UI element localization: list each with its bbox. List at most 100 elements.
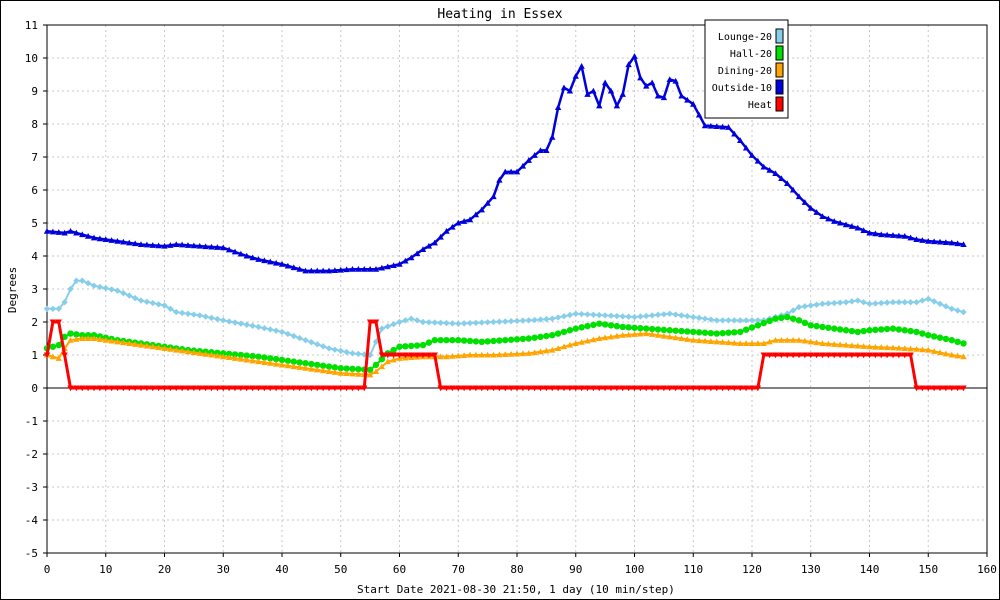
data-point-dining-20: [137, 341, 145, 348]
data-point-dining-20: [355, 370, 362, 377]
data-point-heat: [96, 385, 104, 392]
legend-swatch: [775, 28, 784, 44]
data-point-outside-10: [625, 61, 632, 68]
data-point-lounge-20: [161, 302, 168, 309]
data-point-outside-10: [666, 76, 673, 83]
data-point-lounge-20: [654, 311, 662, 319]
data-point-heat: [695, 385, 703, 392]
data-point-heat: [149, 385, 156, 392]
data-point-heat: [90, 385, 98, 392]
legend-item: Outside-10: [712, 79, 784, 95]
data-point-dining-20: [249, 357, 256, 364]
data-point-outside-10: [502, 168, 509, 175]
data-point-outside-10: [108, 237, 115, 243]
data-point-lounge-20: [408, 315, 415, 322]
data-point-hall-20: [378, 355, 386, 363]
data-point-dining-20: [90, 335, 98, 342]
data-point-dining-20: [190, 349, 198, 356]
data-point-hall-20: [695, 329, 703, 336]
data-point-heat: [519, 385, 527, 392]
data-point-lounge-20: [795, 303, 803, 311]
legend-label: Lounge-20: [718, 32, 772, 43]
data-point-hall-20: [889, 325, 897, 332]
data-point-outside-10: [754, 157, 762, 164]
data-point-lounge-20: [801, 303, 809, 310]
data-point-heat: [496, 385, 503, 392]
data-point-lounge-20: [284, 330, 292, 338]
data-point-outside-10: [225, 246, 233, 253]
data-point-hall-20: [948, 336, 955, 344]
data-point-lounge-20: [231, 319, 239, 326]
series-dining-20: [43, 330, 967, 378]
data-point-lounge-20: [443, 319, 450, 327]
data-point-heat: [173, 385, 180, 392]
data-point-hall-20: [654, 326, 662, 333]
data-point-heat: [243, 385, 250, 392]
data-point-hall-20: [672, 327, 679, 334]
data-point-outside-10: [725, 124, 732, 130]
data-point-hall-20: [778, 314, 785, 322]
data-point-dining-20: [372, 368, 380, 375]
data-point-outside-10: [79, 231, 86, 238]
data-point-heat: [531, 385, 538, 392]
data-point-heat: [619, 385, 626, 392]
data-point-dining-20: [807, 338, 814, 345]
data-point-hall-20: [390, 346, 397, 354]
data-point-outside-10: [419, 246, 427, 252]
data-point-heat: [666, 385, 673, 392]
data-point-dining-20: [349, 370, 356, 377]
data-point-heat: [343, 385, 350, 392]
data-point-outside-10: [137, 241, 145, 248]
data-point-outside-10: [637, 74, 644, 81]
data-point-lounge-20: [954, 307, 961, 314]
data-point-dining-20: [202, 350, 209, 357]
data-point-heat: [120, 385, 127, 392]
data-point-hall-20: [919, 330, 926, 337]
data-point-heat: [889, 352, 897, 359]
data-point-hall-20: [719, 329, 726, 337]
data-point-heat: [678, 385, 685, 392]
data-point-hall-20: [789, 315, 797, 322]
data-point-outside-10: [202, 243, 209, 250]
data-point-hall-20: [372, 361, 380, 369]
data-point-hall-20: [549, 332, 556, 339]
data-point-hall-20: [596, 320, 603, 327]
data-point-hall-20: [836, 326, 844, 333]
data-point-heat: [713, 385, 720, 392]
data-point-lounge-20: [484, 319, 491, 326]
data-point-outside-10: [437, 233, 444, 240]
data-point-heat: [860, 352, 867, 359]
data-point-dining-20: [225, 354, 233, 361]
data-point-outside-10: [584, 91, 591, 97]
data-point-hall-20: [883, 325, 891, 333]
data-point-hall-20: [666, 327, 673, 334]
legend-box: [704, 19, 789, 119]
data-point-dining-20: [196, 350, 203, 356]
y-tick-label: 9: [31, 85, 38, 98]
data-point-outside-10: [507, 168, 515, 175]
data-point-hall-20: [302, 360, 309, 367]
data-point-outside-10: [543, 147, 550, 153]
y-tick-label: -1: [25, 415, 38, 428]
data-point-outside-10: [942, 239, 950, 245]
data-point-heat: [925, 385, 932, 392]
data-point-dining-20: [102, 336, 109, 343]
data-point-lounge-20: [660, 311, 668, 318]
data-point-lounge-20: [214, 315, 221, 323]
data-point-dining-20: [607, 333, 615, 340]
data-point-heat: [390, 352, 397, 359]
data-point-hall-20: [90, 332, 98, 339]
data-point-dining-20: [502, 351, 509, 358]
data-point-lounge-20: [355, 350, 362, 358]
data-point-dining-20: [108, 337, 115, 344]
data-point-dining-20: [960, 353, 967, 360]
data-point-dining-20: [572, 340, 579, 347]
data-point-heat: [284, 385, 292, 392]
data-point-heat: [549, 385, 556, 392]
data-point-dining-20: [930, 348, 938, 354]
data-point-outside-10: [302, 267, 309, 274]
data-point-hall-20: [936, 334, 944, 341]
data-point-heat: [572, 385, 579, 392]
data-point-heat: [378, 352, 386, 359]
